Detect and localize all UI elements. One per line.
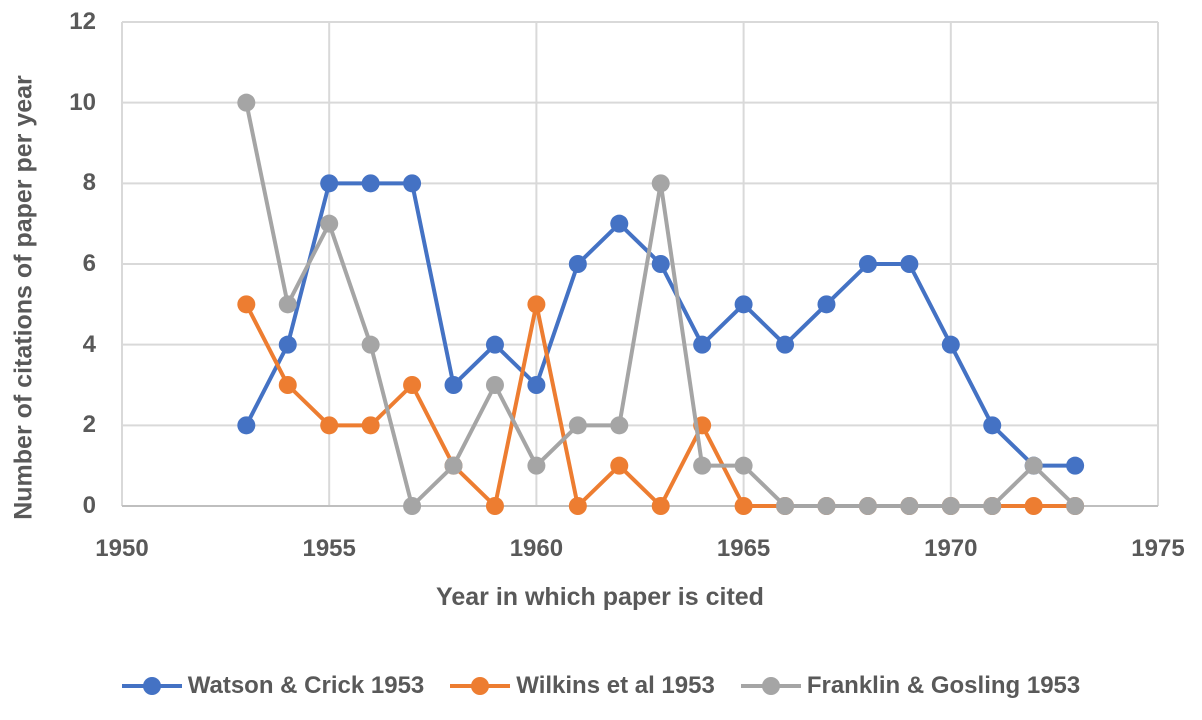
legend-item-franklin-gosling: Franklin & Gosling 1953 [740, 672, 1081, 700]
legend-marker-icon [450, 676, 511, 696]
y-tick-label: 12 [69, 8, 96, 35]
y-tick-label: 4 [82, 330, 96, 358]
legend-marker-icon [121, 676, 182, 696]
legend-item-watson-crick: Watson & Crick 1953 [121, 672, 425, 700]
x-tick-label: 1970 [924, 535, 978, 562]
legend: Watson & Crick 1953 Wilkins et al 1953 F… [0, 672, 1202, 700]
legend-marker-icon [740, 676, 801, 696]
data-series [237, 93, 1085, 515]
x-tick-label: 1975 [1131, 535, 1185, 562]
x-tick-label: 1960 [509, 535, 564, 562]
y-tick-label: 6 [82, 250, 96, 277]
x-tick-label: 1955 [302, 535, 356, 562]
legend-label: Watson & Crick 1953 [187, 672, 425, 699]
y-tick-label: 8 [82, 169, 96, 197]
x-tick-label: 1965 [716, 535, 771, 562]
legend-label: Franklin & Gosling 1953 [806, 672, 1081, 699]
x-tick-label: 1950 [95, 535, 149, 562]
y-axis-label: Number of citations of paper per year [9, 75, 38, 520]
x-axis-label: Year in which paper is cited [436, 583, 764, 611]
legend-item-wilkins: Wilkins et al 1953 [450, 672, 715, 700]
legend-label: Wilkins et al 1953 [516, 672, 715, 699]
y-tick-label: 2 [82, 411, 96, 439]
y-tick-label: 10 [69, 88, 96, 116]
y-tick-label: 0 [82, 492, 96, 519]
